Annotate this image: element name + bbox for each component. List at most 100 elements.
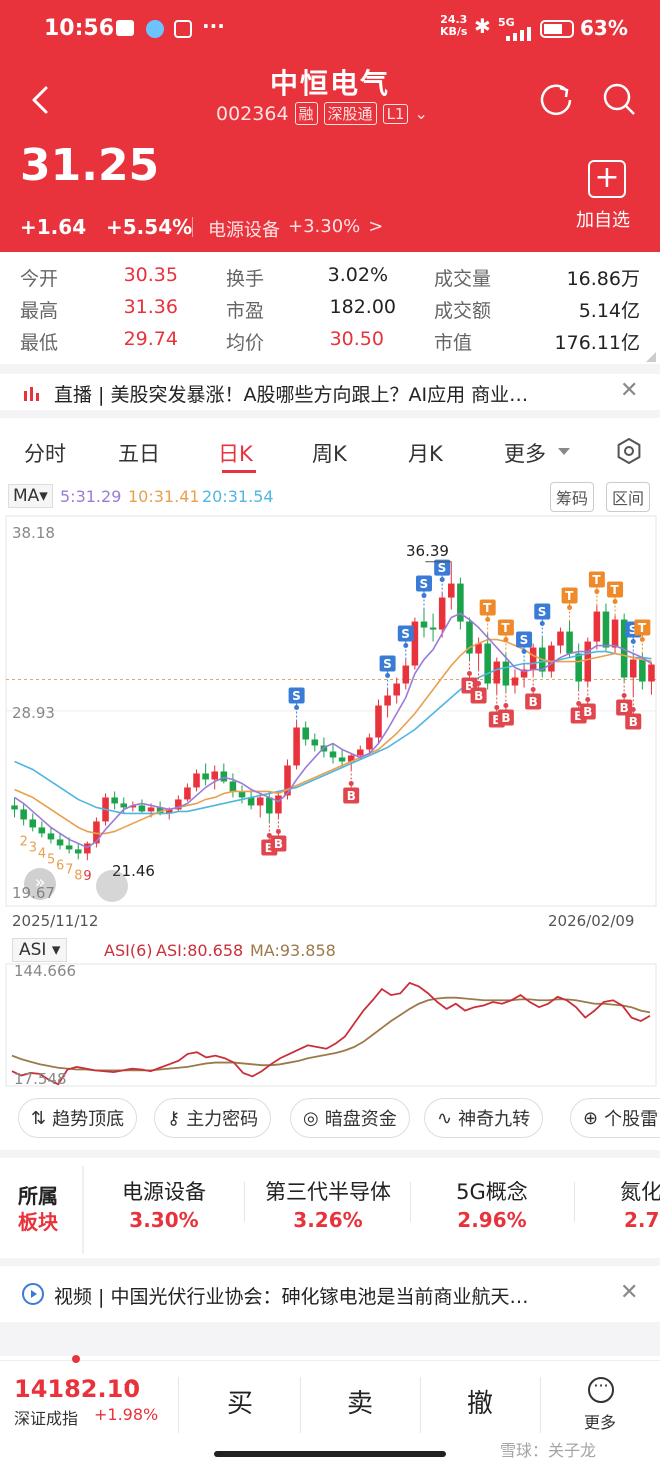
asi-selector[interactable]: ASI ▾ — [12, 938, 68, 962]
sell-button[interactable]: 卖 — [346, 1389, 373, 1419]
candle — [120, 803, 128, 808]
video-banner[interactable]: 视频 | 中国光伏行业协会：砷化镓电池是当前商业航天… ✕ — [0, 1274, 660, 1314]
refresh-icon[interactable] — [536, 80, 576, 120]
candle — [466, 621, 473, 654]
candle — [366, 737, 373, 750]
candle — [302, 727, 309, 740]
tab-daily-k[interactable]: 日K — [218, 442, 253, 466]
expand-corner-icon[interactable] — [646, 352, 656, 362]
candle — [184, 787, 191, 800]
add-watchlist-icon[interactable]: + — [588, 160, 626, 198]
notification-dot — [72, 1355, 80, 1363]
status-time: 10:56 — [44, 16, 115, 41]
search-icon[interactable] — [600, 80, 640, 120]
dark-pool-button[interactable]: ◎ 暗盘资金 — [290, 1098, 410, 1138]
tab-five-day[interactable]: 五日 — [118, 442, 160, 466]
home-indicator[interactable] — [214, 1451, 446, 1457]
sector-name-1[interactable]: 电源设备 — [122, 1180, 206, 1204]
candle — [629, 659, 637, 678]
tab-weekly-k[interactable]: 周K — [312, 442, 347, 466]
back-icon[interactable] — [22, 80, 62, 120]
asi-chart[interactable] — [0, 962, 660, 1088]
nine-turn-label: 4 — [38, 846, 46, 861]
expand-chart-icon[interactable]: » — [24, 868, 56, 900]
candle — [93, 821, 100, 844]
play-icon — [22, 1283, 44, 1305]
sector-name-3[interactable]: 5G概念 — [456, 1180, 528, 1204]
buy-button[interactable]: 买 — [226, 1389, 253, 1419]
trend-top-bottom-button[interactable]: ⇅ 趋势顶底 — [18, 1098, 138, 1138]
sector-name-4[interactable]: 氮化 — [620, 1180, 660, 1204]
nine-turn-label: 3 — [29, 840, 37, 855]
signal-badge-label: T — [501, 621, 510, 635]
tab-monthly-k[interactable]: 月K — [408, 442, 443, 466]
candle — [56, 839, 64, 846]
main-force-button[interactable]: ⚷ 主力密码 — [154, 1098, 272, 1138]
signal-badge — [607, 581, 624, 598]
candle — [529, 647, 537, 670]
sector-arrow: > — [368, 216, 384, 237]
radar-icon: ⊕ — [583, 1107, 599, 1129]
dark-pool-icon: ◎ — [303, 1107, 319, 1129]
candle — [47, 833, 55, 840]
app-icon — [146, 20, 164, 38]
stock-radar-button[interactable]: ⊕ 个股雷 — [570, 1098, 660, 1138]
tab-intraday[interactable]: 分时 — [24, 442, 66, 466]
candle — [438, 597, 446, 630]
candle — [29, 819, 37, 828]
candle — [411, 621, 419, 666]
settings-icon[interactable] — [616, 437, 642, 465]
signal-badge — [434, 559, 451, 576]
chips-button[interactable]: 筹码 — [550, 482, 595, 512]
signal-badge-label: B — [465, 679, 474, 693]
candle — [275, 795, 282, 814]
sector-link[interactable]: 电源设备 +3.30% > — [208, 216, 383, 242]
close-icon[interactable]: ✕ — [620, 1280, 639, 1305]
more-icon[interactable]: ··· — [588, 1377, 614, 1403]
candle — [475, 643, 482, 654]
cancel-order-button[interactable]: 撤 — [466, 1389, 493, 1419]
candle — [448, 583, 455, 598]
close-icon[interactable]: ✕ — [620, 378, 639, 403]
candle — [575, 653, 582, 682]
open-label: 今开 — [20, 268, 59, 290]
candle — [247, 797, 255, 806]
candle — [611, 619, 619, 648]
tab-more[interactable]: 更多 — [504, 442, 546, 466]
ma10-value: 10:31.41 — [128, 487, 200, 506]
asi-y-top: 144.666 — [14, 962, 77, 980]
watermark-text: 雪球：关子龙 — [500, 1441, 597, 1460]
signal-badge-label: B — [574, 709, 583, 723]
fullscreen-icon[interactable] — [96, 870, 128, 902]
ma5-line — [14, 612, 652, 849]
turnover-label: 换手 — [226, 268, 265, 290]
add-watchlist-label[interactable]: 加自选 — [576, 210, 630, 231]
separator — [0, 364, 660, 374]
candle — [520, 669, 528, 678]
nine-turn-label: 8 — [74, 868, 82, 883]
nine-turns-button[interactable]: ∿ 神奇九转 — [424, 1098, 544, 1138]
live-banner[interactable]: 直播 | 美股突发暴涨！A股哪些方向跟上？AI应用 商业… ✕ — [0, 374, 660, 410]
range-button[interactable]: 区间 — [606, 482, 651, 512]
candle — [266, 797, 273, 814]
candle — [138, 805, 146, 812]
open-value: 30.35 — [123, 264, 178, 286]
mktcap-label: 市值 — [434, 332, 473, 354]
asi-ma-value: MA:93.858 — [250, 941, 336, 960]
sector-name-2[interactable]: 第三代半导体 — [265, 1180, 391, 1204]
sector-pct-4: 2.75 — [624, 1208, 660, 1232]
index-value[interactable]: 14182.10 — [14, 1375, 141, 1403]
candle — [20, 809, 27, 820]
candle — [566, 631, 573, 654]
candle — [11, 805, 18, 810]
chevron-down-icon[interactable]: ⌄ — [414, 104, 428, 123]
signal-dot — [530, 687, 536, 693]
ma-selector[interactable]: MA▾ — [8, 484, 53, 508]
current-price: 31.25 — [20, 140, 160, 191]
more-label[interactable]: 更多 — [584, 1413, 617, 1432]
app2-icon — [174, 20, 192, 38]
signal-badge-label: B — [620, 701, 629, 715]
amount-label: 成交额 — [434, 300, 492, 322]
candle — [384, 695, 391, 706]
